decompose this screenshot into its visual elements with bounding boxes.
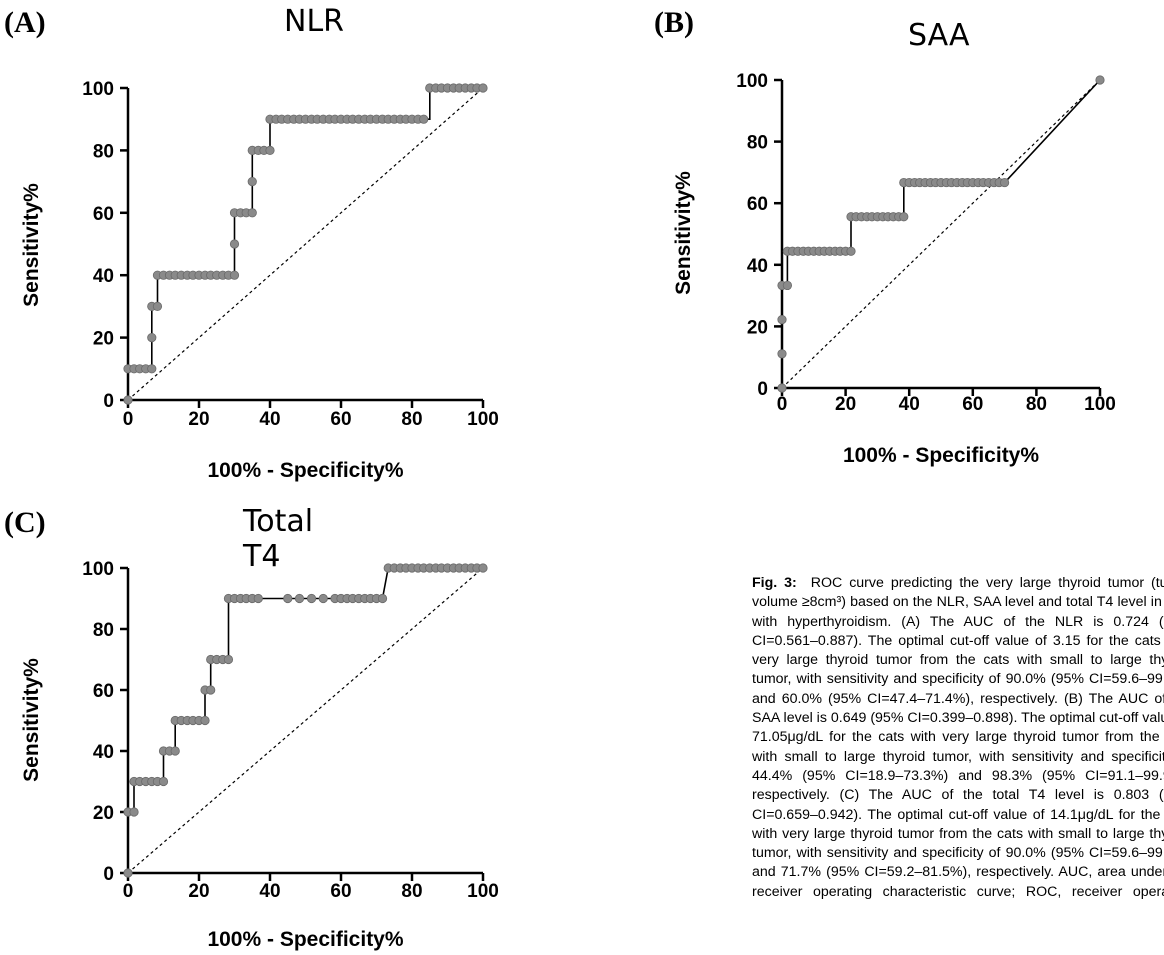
y-axis-label: Sensitivity%: [20, 183, 43, 307]
y-tick-label: 100: [82, 79, 114, 100]
panel-letter: (C): [4, 506, 46, 539]
x-tick-label: 20: [188, 409, 209, 430]
roc-point: [999, 177, 1010, 188]
roc-point: [223, 654, 234, 665]
chart-title: Total T4: [243, 504, 314, 574]
x-tick-label: 80: [401, 409, 422, 430]
y-tick-label: 0: [103, 864, 114, 885]
roc-point: [265, 145, 275, 156]
roc-point: [377, 593, 388, 604]
x-tick-label: 100: [1084, 394, 1116, 415]
roc-point: [777, 383, 787, 393]
x-tick-label: 40: [899, 394, 920, 415]
roc-point: [200, 715, 210, 726]
x-axis-label: 100% - Specificity%: [207, 928, 403, 951]
roc-point: [147, 364, 157, 374]
x-tick-label: 100: [467, 409, 499, 430]
roc-point: [147, 332, 157, 343]
y-tick-label: 60: [93, 681, 114, 702]
y-tick-label: 20: [93, 329, 114, 350]
x-axis-label: 100% - Specificity%: [843, 444, 1039, 467]
y-tick-label: 100: [736, 71, 768, 92]
y-tick-label: 0: [757, 379, 768, 400]
y-tick-label: 0: [103, 391, 114, 412]
y-tick-label: 80: [747, 133, 768, 154]
roc-point: [229, 239, 240, 249]
roc-point: [123, 395, 133, 405]
x-tick-label: 40: [259, 881, 280, 902]
y-tick-label: 40: [93, 266, 114, 287]
roc-point: [283, 593, 293, 604]
roc-point: [129, 807, 139, 817]
y-axis-label: Sensitivity%: [20, 658, 43, 782]
roc-point: [846, 246, 856, 256]
roc-chart-total-t4: 00 20 20 40 40 60 60 80 80 100 100 100% - Specifici…: [20, 559, 499, 951]
roc-point: [899, 212, 909, 222]
figure-caption: Fig. 3: ROC curve predicting the very la…: [752, 574, 1164, 904]
y-tick-label: 100: [82, 559, 114, 580]
y-tick-label: 60: [93, 204, 114, 225]
x-tick-label: 0: [123, 881, 134, 902]
roc-point: [782, 280, 793, 291]
y-tick-label: 40: [747, 256, 768, 277]
y-tick-label: 80: [93, 620, 114, 641]
roc-point: [294, 593, 305, 604]
reference-diagonal: [127, 87, 484, 401]
caption-text: ROC curve predicting the very large thyr…: [752, 575, 1164, 904]
y-tick-label: 20: [93, 803, 114, 824]
x-tick-label: 80: [401, 881, 422, 902]
chart-title: NLR: [284, 4, 344, 39]
x-tick-label: 60: [330, 881, 351, 902]
y-tick-label: 60: [747, 194, 768, 215]
roc-point: [158, 776, 169, 787]
roc-point: [318, 593, 328, 604]
roc-point: [206, 685, 216, 695]
panel-letter: (A): [4, 6, 46, 39]
reference-diagonal: [781, 79, 1101, 389]
x-axis-label: 100% - Specificity%: [207, 459, 403, 482]
panel-letter: (B): [654, 6, 694, 39]
x-tick-label: 60: [330, 409, 351, 430]
roc-point: [777, 315, 787, 325]
y-axis-label: Sensitivity%: [672, 171, 695, 295]
roc-chart-nlr: 00 20 20 40 40 60 60 80 80 100 100 100% - Specifici…: [20, 79, 499, 482]
roc-chart-saa: 00 20 20 40 40 60 60 80 80 100 100 100% - Specifici…: [672, 71, 1116, 467]
caption-label: Fig. 3:: [752, 575, 797, 591]
x-tick-label: 20: [835, 394, 856, 415]
roc-point: [1095, 75, 1105, 85]
x-tick-label: 0: [777, 394, 788, 415]
roc-point: [419, 114, 429, 124]
roc-point: [247, 208, 257, 218]
roc-point: [170, 746, 180, 756]
reference-diagonal: [127, 567, 484, 874]
roc-point: [478, 563, 488, 573]
y-tick-label: 20: [747, 317, 768, 338]
x-tick-label: 60: [962, 394, 983, 415]
y-tick-label: 40: [93, 742, 114, 763]
roc-point: [777, 349, 787, 359]
x-tick-label: 80: [1026, 394, 1047, 415]
roc-point: [253, 593, 263, 604]
roc-point: [306, 593, 317, 604]
y-tick-label: 80: [93, 141, 114, 162]
roc-point: [229, 270, 240, 280]
x-tick-label: 100: [467, 881, 499, 902]
roc-point: [123, 868, 133, 878]
x-tick-label: 40: [259, 409, 280, 430]
x-tick-label: 20: [188, 881, 209, 902]
x-tick-label: 0: [123, 409, 134, 430]
roc-point: [152, 301, 163, 311]
roc-point: [247, 177, 257, 187]
chart-title: SAA: [908, 18, 970, 53]
roc-point: [478, 83, 488, 93]
